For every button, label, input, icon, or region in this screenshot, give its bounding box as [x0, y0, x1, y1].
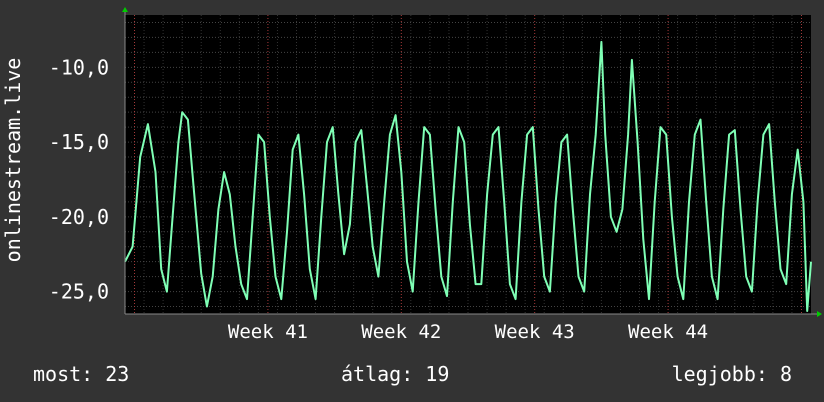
x-tick-label: Week 41 — [228, 321, 308, 343]
x-axis-arrow — [817, 311, 822, 317]
y-tick-label: -20,0 — [49, 205, 109, 229]
series-line — [124, 40, 812, 312]
x-tick-label: Week 44 — [628, 321, 708, 343]
x-tick-label: Week 43 — [495, 321, 575, 343]
best-value-label: legjobb: 8 — [671, 362, 792, 386]
x-tick-label: Week 42 — [361, 321, 441, 343]
y-tick-label: -25,0 — [49, 280, 109, 304]
average-value-label: átlag: 19 — [341, 362, 450, 386]
y-axis-arrow — [122, 7, 128, 12]
y-tick-label: -10,0 — [49, 55, 109, 79]
plot-area — [125, 15, 811, 314]
y-axis-title: onlinestream.live — [1, 58, 25, 263]
current-value-label: most: 23 — [33, 362, 130, 386]
y-tick-label: -15,0 — [49, 130, 109, 154]
chart: -10,0 -15,0 -20,0 -25,0 Week 41 Week 42 Week 4… — [1, 7, 822, 343]
